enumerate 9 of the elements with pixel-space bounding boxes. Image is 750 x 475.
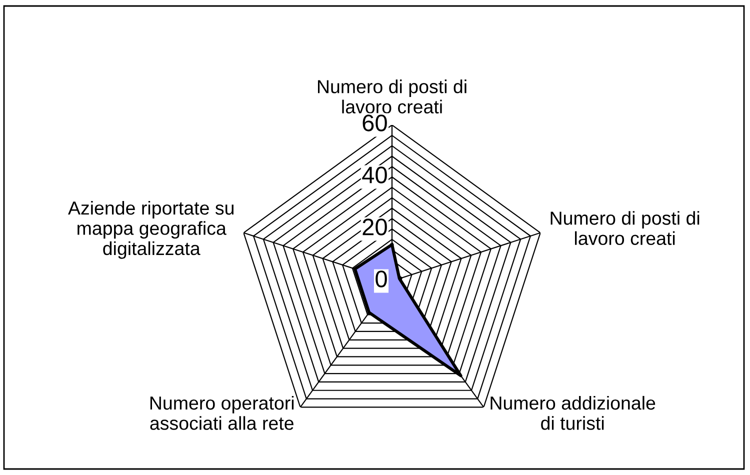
- y-tick-label: 20: [362, 218, 387, 236]
- spoke-label: Aziende riportate su mappa geografica digitalizzata: [68, 200, 234, 259]
- spoke-label: Numero addizionale di turisti: [490, 396, 656, 430]
- y-tick-label: 40: [362, 166, 387, 184]
- spoke-label: Numero di posti di lavoro creati: [318, 80, 466, 114]
- spoke-label: Numero operatori associati alla rete: [150, 396, 294, 430]
- spoke-label: Numero di posti di lavoro creati: [550, 211, 700, 246]
- y-tick-label: 60: [362, 114, 387, 132]
- y-tick-label: 0: [376, 270, 387, 288]
